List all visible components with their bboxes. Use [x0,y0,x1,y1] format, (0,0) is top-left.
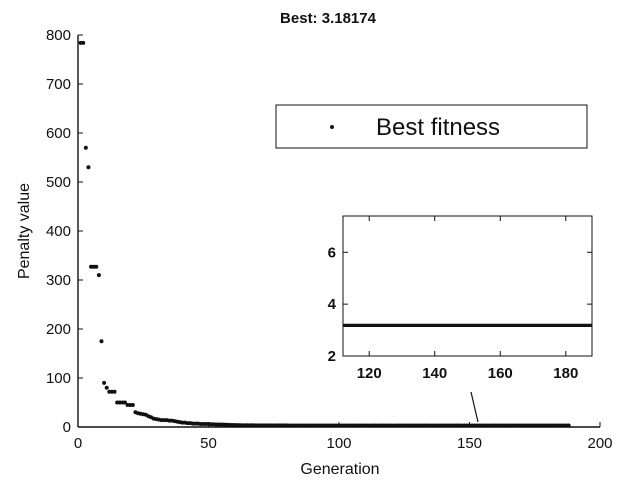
y-ticks: 0 100 200 300 400 500 600 700 800 [46,27,83,436]
inset-x-ticks: 120 140 160 180 [357,216,578,382]
data-point [112,389,117,394]
inset-x-tick-label: 120 [357,365,382,382]
x-ticks: 0 50 100 150 200 [74,422,613,452]
data-point [96,273,101,278]
y-tick-label: 500 [46,174,71,191]
x-axis-label: Generation [300,461,379,478]
x-tick-label: 200 [587,435,612,452]
y-tick-label: 800 [46,27,71,44]
data-point [130,402,135,407]
y-axis-label: Penalty value [16,183,33,279]
data-point [86,165,91,170]
data-point [122,400,127,405]
inset-pointer-line [470,391,479,423]
data-point [99,339,104,344]
data-point [566,423,571,428]
legend: Best fitness [275,104,588,149]
inset-x-tick-label: 140 [422,365,447,382]
inset-box [342,215,593,357]
legend-marker [330,125,334,129]
y-tick-label: 600 [46,125,71,142]
y-tick-label: 400 [46,223,71,240]
x-tick-label: 0 [74,435,82,452]
data-points [78,40,571,428]
inset-y-tick-label: 2 [328,348,336,365]
inset-y-tick-label: 6 [328,244,336,261]
data-point [83,145,88,150]
inset-y-ticks: 2 4 6 [328,244,592,365]
y-tick-label: 300 [46,272,71,289]
y-tick-label: 200 [46,321,71,338]
data-point [104,385,109,390]
legend-box [275,104,588,149]
x-tick-label: 150 [457,435,482,452]
inset-y-tick-label: 4 [328,296,337,313]
data-point [102,380,107,385]
y-tick-label: 700 [46,76,71,93]
x-tick-label: 100 [326,435,351,452]
data-point [81,40,86,45]
inset-x-tick-label: 180 [553,365,578,382]
inset-plot: 2 4 6 120 140 160 180 [328,215,593,382]
data-point [94,264,99,269]
inset-x-tick-label: 160 [488,365,513,382]
legend-label: Best fitness [376,114,500,141]
x-tick-label: 50 [200,435,217,452]
chart-title: Best: 3.18174 [280,10,377,27]
y-tick-label: 0 [63,419,71,436]
y-tick-label: 100 [46,370,71,387]
